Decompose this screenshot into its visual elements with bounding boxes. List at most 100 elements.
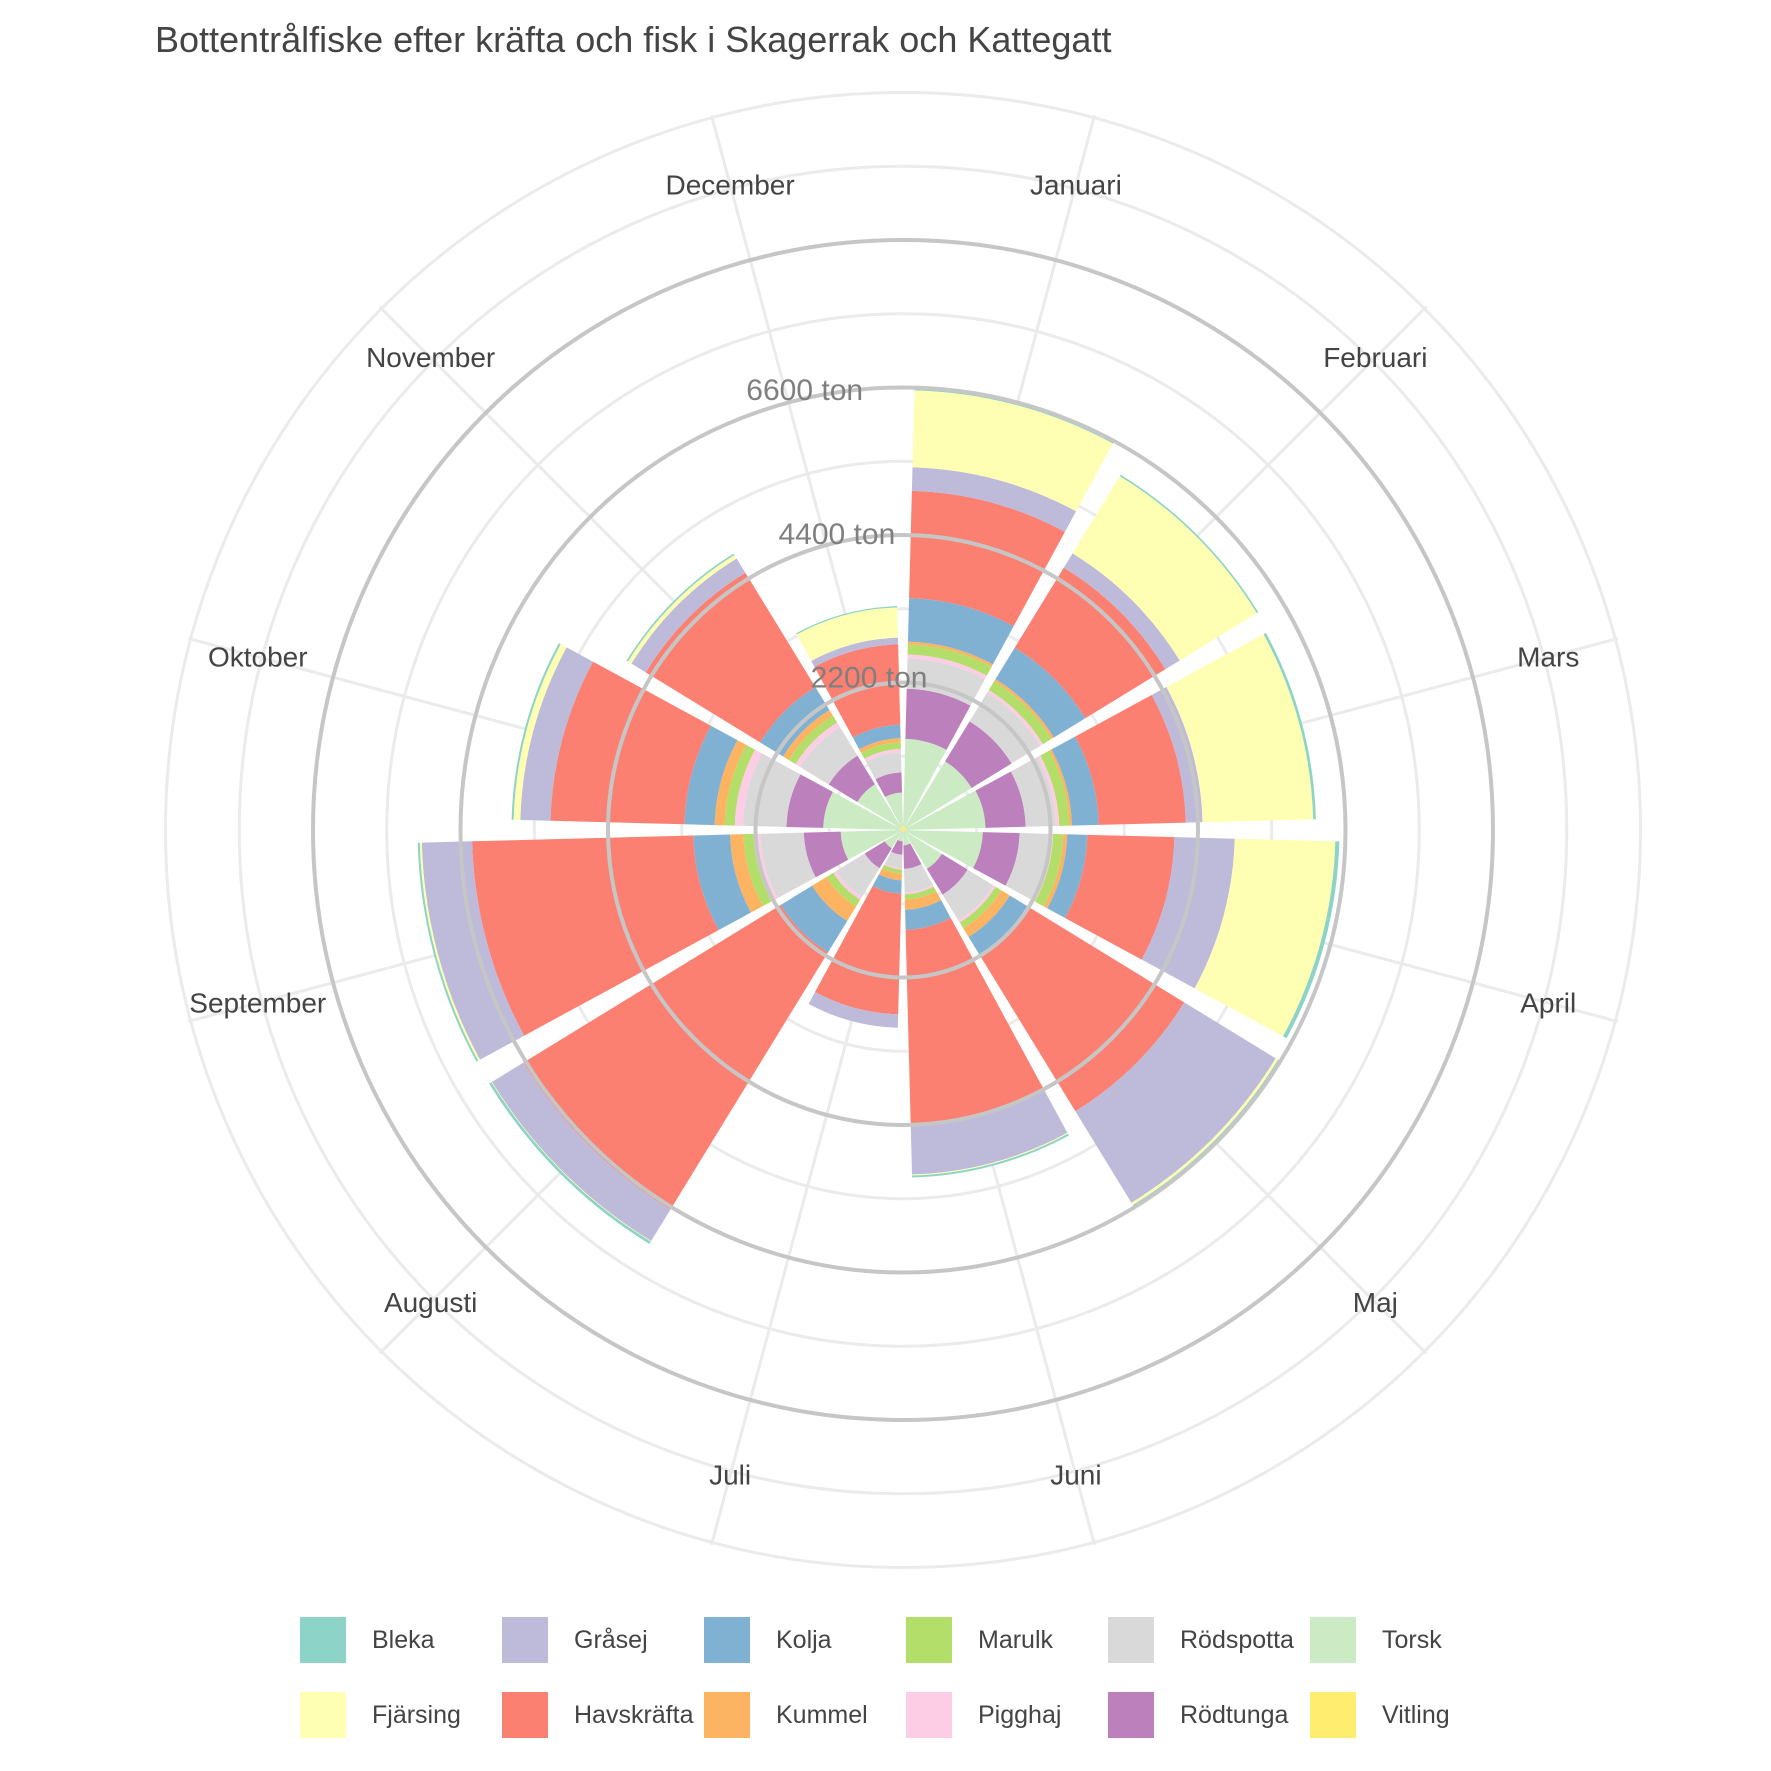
bar-segment-marulk-december — [861, 742, 901, 759]
bar-maj — [903, 830, 1282, 1209]
bar-januari — [903, 388, 1114, 830]
ring-label: 6600 ton — [746, 374, 863, 407]
legend-swatch — [300, 1617, 346, 1663]
ring-label: 2200 ton — [811, 662, 928, 695]
bar-segment-pigghaj-juni — [904, 884, 934, 895]
bar-segment-rodspotta-september — [760, 832, 816, 899]
bar-segment-marulk-mars — [1040, 750, 1070, 826]
bar-segment-kolja-juli — [872, 874, 902, 894]
bar-segment-marulk-februari — [988, 681, 1052, 745]
bar-segment-pigghaj-oktober — [734, 749, 763, 826]
legend-item-kummel: Kummel — [704, 1692, 868, 1738]
bar-segment-kolja-november — [760, 687, 830, 757]
legend-item-torsk: Torsk — [1310, 1617, 1442, 1663]
month-label-juli: Juli — [709, 1460, 751, 1491]
bar-segment-kummel-januari — [907, 641, 993, 667]
bar-segment-rodtunga-april — [973, 832, 1020, 886]
legend-item-rodtunga: Rödtunga — [1108, 1692, 1289, 1738]
bar-segment-torsk-augusti — [884, 830, 903, 849]
bar-segment-vitling-maj — [903, 830, 905, 832]
bar-segment-havskrafta-februari — [1014, 567, 1166, 719]
bar-segment-fjarsing-januari — [912, 390, 1113, 512]
bar-segment-grasej-maj — [1075, 1002, 1276, 1203]
bar-segment-torsk-juni — [903, 831, 911, 846]
legend-swatch — [704, 1617, 750, 1663]
bar-segment-rodtunga-september — [803, 831, 849, 878]
legend-label: Kummel — [776, 1701, 868, 1729]
bar-segment-kummel-juni — [904, 891, 942, 910]
bar-segment-torsk-januari — [903, 738, 947, 827]
bar-segment-torsk-juli — [897, 831, 903, 842]
legend: Bleka Fjärsing Gråsej Havskräfta Kolja Kummel… — [300, 1617, 1450, 1738]
bar-segment-grasej-november — [631, 558, 746, 673]
bar-segment-grasej-februari — [1063, 553, 1180, 670]
bar-segment-marulk-november — [788, 715, 838, 765]
bar-segment-marulk-oktober — [724, 744, 756, 826]
legend-item-pigghaj: Pigghaj — [906, 1692, 1061, 1738]
bar-segment-havskrafta-maj — [980, 907, 1185, 1112]
bar-segment-fjarsing-april — [1194, 838, 1336, 1037]
bar-segment-fjarsing-december — [796, 607, 898, 661]
bar-segment-rodtunga-juni — [903, 843, 922, 869]
bar-segment-kummel-oktober — [714, 740, 747, 826]
bar-segment-vitling-april — [903, 830, 906, 832]
month-label-augusti: Augusti — [384, 1287, 477, 1318]
bar-segment-rodtunga-december — [875, 772, 903, 798]
bar-segment-fjarsing-oktober — [513, 644, 567, 820]
legend-label: Pigghaj — [978, 1701, 1061, 1729]
legend-label: Rödspotta — [1180, 1626, 1294, 1654]
bar-segment-kolja-maj — [968, 895, 1030, 957]
bar-segment-kummel-juli — [879, 868, 902, 881]
bar-segment-kolja-mars — [1051, 736, 1099, 826]
bar-oktober — [511, 643, 903, 830]
bar-segment-vitling-augusti — [901, 830, 903, 832]
grid-circle — [164, 91, 1642, 1569]
legend-swatch — [1108, 1692, 1154, 1738]
bar-segment-fjarsing-mars — [1166, 634, 1314, 823]
bar-segment-kummel-november — [782, 709, 833, 760]
grid-circle — [237, 164, 1569, 1496]
bar-segment-marulk-juni — [904, 886, 937, 900]
bar-segment-marulk-maj — [959, 886, 1002, 929]
legend-item-fjarsing: Fjärsing — [300, 1692, 461, 1738]
ring-circle — [311, 238, 1495, 1422]
bar-segment-rodtunga-augusti — [864, 841, 892, 869]
bar-segment-pigghaj-september — [753, 833, 778, 902]
bar-segment-havskrafta-juni — [905, 917, 1044, 1125]
bar-segment-grasej-augusti — [491, 1062, 671, 1242]
bar-segment-grasej-juli — [808, 992, 899, 1028]
bar-segment-kolja-oktober — [684, 725, 738, 826]
bar-segment-grasej-juni — [910, 1088, 1068, 1175]
bar-segment-rodtunga-oktober — [786, 774, 833, 828]
legend-item-bleka: Bleka — [300, 1617, 435, 1663]
month-label-februari: Februari — [1323, 342, 1427, 373]
bar-segment-rodspotta-december — [865, 752, 902, 780]
legend-item-grasej: Gråsej — [502, 1617, 648, 1663]
bar-segment-pigghaj-augusti — [833, 870, 863, 900]
grid-circle — [385, 312, 1421, 1348]
bar-segment-rodtunga-juli — [891, 840, 903, 855]
bar-segment-rodtunga-maj — [926, 853, 968, 895]
bar-segment-kolja-februari — [995, 647, 1086, 738]
bar-segment-havskrafta-april — [1065, 834, 1175, 960]
bar-segment-havskrafta-november — [645, 572, 816, 743]
ring-circle — [458, 385, 1348, 1275]
bar-segment-torsk-april — [905, 830, 983, 869]
bar-segment-vitling-juli — [902, 830, 903, 832]
bar-segment-havskrafta-september — [472, 835, 719, 1036]
bar-segment-torsk-februari — [904, 761, 972, 829]
bar-segment-kummel-september — [730, 834, 763, 913]
bar-segment-kolja-januari — [907, 598, 1014, 665]
month-label-januari: Januari — [1030, 169, 1122, 200]
grid-circle — [532, 459, 1274, 1201]
month-label-april: April — [1520, 987, 1576, 1018]
bar-segment-kummel-augusti — [812, 876, 857, 921]
month-label-september: September — [189, 987, 326, 1018]
legend-label: Kolja — [776, 1626, 832, 1654]
grid-circle — [680, 607, 1126, 1053]
month-label-mars: Mars — [1517, 642, 1579, 673]
bar-segment-marulk-juli — [882, 864, 902, 874]
bar-segment-fjarsing-februari — [1072, 476, 1257, 661]
legend-item-vitling: Vitling — [1310, 1692, 1450, 1738]
bar-segment-kummel-mars — [1049, 749, 1072, 826]
